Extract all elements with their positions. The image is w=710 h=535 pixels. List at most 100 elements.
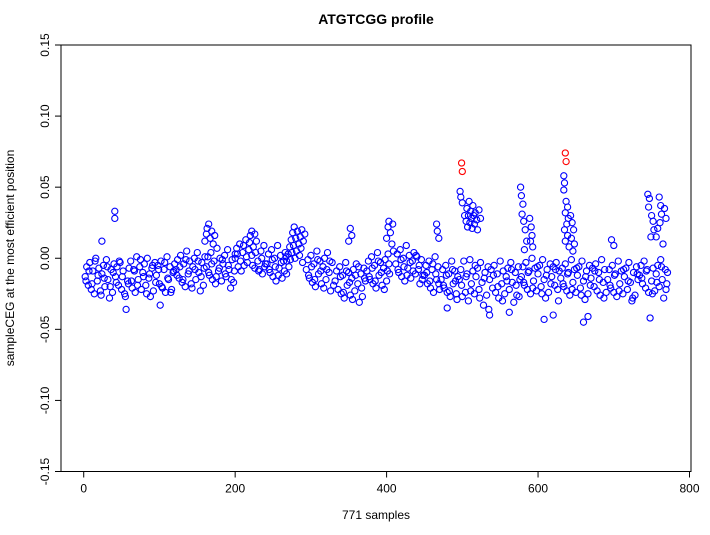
- samples-point: [662, 214, 670, 223]
- samples-point: [104, 275, 112, 284]
- samples-point: [274, 271, 282, 279]
- samples-point: [96, 287, 105, 295]
- samples-point: [136, 256, 145, 264]
- samples-point: [610, 271, 619, 279]
- y-tick-label: 0.00: [38, 246, 52, 270]
- samples-point: [106, 283, 114, 291]
- samples-point: [221, 270, 229, 278]
- samples-point: [654, 224, 662, 233]
- samples-point: [579, 318, 588, 326]
- samples-point: [649, 264, 657, 272]
- samples-point: [526, 214, 534, 223]
- samples-point: [130, 267, 139, 275]
- samples-point: [591, 267, 599, 275]
- samples-point: [641, 284, 650, 292]
- samples-point: [458, 292, 466, 301]
- samples-point: [490, 261, 498, 270]
- samples-point: [640, 257, 648, 265]
- samples-point: [501, 290, 509, 298]
- samples-point: [528, 254, 536, 262]
- samples-point: [520, 217, 528, 225]
- samples-point: [445, 287, 454, 295]
- samples-point: [94, 271, 102, 279]
- samples-point: [615, 287, 623, 295]
- samples-point: [360, 274, 369, 282]
- samples-point: [494, 283, 502, 291]
- samples-point: [587, 274, 595, 282]
- x-axis-ticks: 0 200 400 600 800: [80, 471, 700, 496]
- samples-point: [233, 250, 242, 258]
- samples-point: [267, 246, 276, 254]
- samples-point: [645, 194, 654, 203]
- samples-point: [466, 256, 474, 264]
- samples-point: [208, 227, 216, 235]
- x-tick-label: 0: [80, 482, 87, 496]
- samples-point: [591, 260, 600, 268]
- samples-point: [277, 258, 285, 267]
- samples-point: [479, 301, 488, 309]
- x-tick-label: 400: [377, 482, 397, 496]
- samples-point: [412, 251, 420, 260]
- samples-point: [89, 267, 97, 275]
- samples-point: [290, 223, 298, 231]
- samples-point: [265, 265, 273, 274]
- samples-point: [496, 257, 504, 265]
- samples-point: [415, 261, 423, 270]
- samples-point: [659, 240, 667, 248]
- samples-point: [346, 224, 354, 233]
- samples-point: [582, 273, 590, 281]
- y-tick-label: -0.10: [38, 386, 52, 414]
- samples-point: [561, 237, 569, 245]
- y-tick-label: -0.15: [38, 458, 52, 486]
- samples-point: [217, 277, 226, 285]
- y-axis-ticks: -0.15 -0.10 -0.05 0.00 0.05 0.10 0.15: [38, 33, 61, 485]
- samples-point: [529, 243, 537, 251]
- samples-point: [320, 284, 328, 292]
- samples-point: [355, 298, 363, 306]
- samples-point: [388, 240, 396, 248]
- samples-point: [273, 241, 282, 250]
- y-tick-label: -0.05: [38, 315, 52, 343]
- samples-point: [435, 234, 443, 242]
- samples-point: [644, 190, 652, 198]
- samples-point: [568, 285, 576, 294]
- samples-point: [448, 265, 457, 274]
- flagged-samples-point: [562, 157, 570, 166]
- samples-point: [307, 263, 316, 271]
- samples-point: [422, 261, 430, 270]
- samples-point: [498, 297, 507, 305]
- samples-point: [313, 247, 321, 255]
- samples-point: [567, 234, 576, 242]
- samples-point: [433, 227, 441, 235]
- samples-point: [215, 264, 223, 272]
- samples-point: [510, 298, 518, 306]
- samples-point: [560, 179, 569, 187]
- samples-point: [323, 265, 331, 274]
- samples-point: [469, 201, 477, 210]
- samples-point: [81, 273, 89, 281]
- samples-point: [326, 287, 335, 295]
- samples-point: [648, 290, 657, 298]
- samples-point: [652, 233, 660, 241]
- samples-point: [519, 200, 527, 208]
- samples-point: [527, 223, 535, 231]
- samples-point: [199, 281, 208, 289]
- samples-point: [561, 260, 569, 268]
- samples-point: [544, 288, 553, 297]
- samples-point: [426, 277, 434, 285]
- samples-point: [118, 273, 126, 281]
- samples-point: [181, 283, 189, 291]
- samples-point: [268, 256, 276, 264]
- samples-point: [367, 253, 376, 261]
- samples-point: [364, 257, 373, 265]
- samples-point: [505, 308, 513, 316]
- samples-point: [155, 265, 163, 274]
- samples-point: [403, 271, 411, 279]
- y-tick-label: 0.15: [38, 33, 52, 57]
- samples-point: [547, 280, 555, 288]
- samples-point: [657, 263, 666, 271]
- samples-point: [537, 283, 545, 291]
- samples-point: [467, 280, 476, 288]
- y-tick-label: 0.05: [38, 175, 52, 199]
- samples-point: [542, 271, 551, 279]
